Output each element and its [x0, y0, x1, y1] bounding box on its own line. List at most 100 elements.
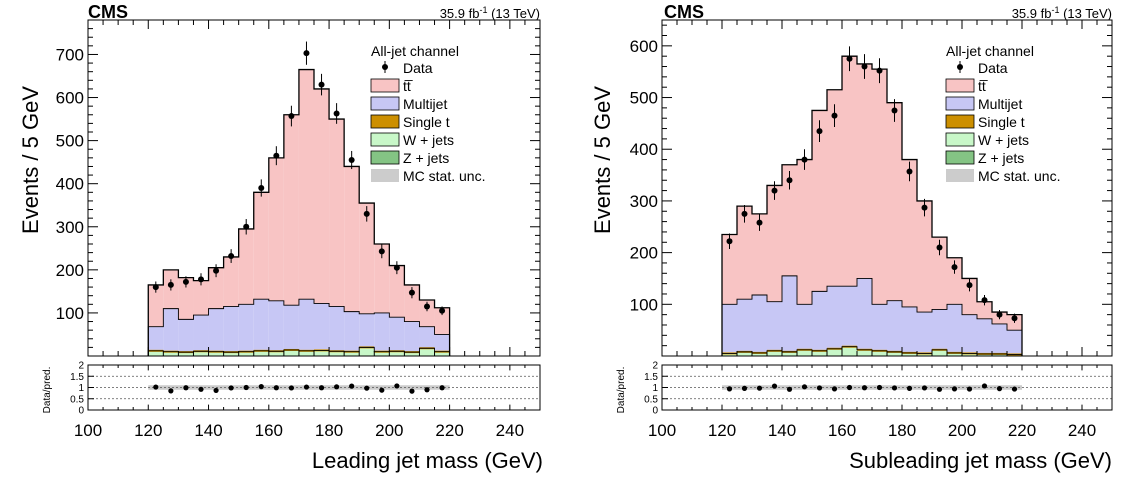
- data-point: [258, 185, 265, 191]
- minor-bkg-bin: [902, 352, 917, 356]
- ratio-point: [726, 386, 733, 392]
- multijet-bin: [238, 304, 254, 352]
- ratio-point: [906, 385, 913, 391]
- ttbar-bin: [193, 280, 209, 316]
- legend-single-t: Single t: [370, 114, 450, 130]
- x-tick-label: 240: [1068, 421, 1096, 440]
- legend-label: W + jets: [978, 132, 1029, 148]
- legend-swatch: [945, 96, 975, 111]
- ratio-y-tick-label: 0.5: [644, 394, 658, 405]
- ratio-point: [846, 384, 853, 391]
- data-point: [981, 297, 988, 304]
- ratio-point: [198, 386, 204, 392]
- multijet-bin: [1007, 330, 1022, 355]
- ratio-point: [921, 385, 928, 391]
- legend-mc-stat-unc: MC stat. unc.: [946, 168, 1060, 184]
- x-tick-label: 140: [194, 421, 222, 440]
- ratio-point: [861, 385, 868, 391]
- minor-bkg-bin: [359, 347, 375, 356]
- minor-bkg-bin: [722, 353, 737, 356]
- data-point: [861, 63, 868, 70]
- ratio-point: [213, 387, 219, 394]
- multijet-bin: [374, 312, 390, 352]
- multijet-bin: [163, 308, 179, 352]
- ttbar-bin: [947, 257, 962, 305]
- ttbar-bin: [148, 284, 164, 327]
- y-tick-label: 200: [630, 244, 658, 263]
- legend-label: tt̅: [403, 78, 414, 94]
- minor-bkg-bin: [404, 352, 420, 356]
- data-point: [303, 50, 310, 57]
- ratio-point: [891, 385, 898, 391]
- legend-swatch: [945, 132, 975, 147]
- x-tick-label: 180: [315, 421, 343, 440]
- minor-bkg-bin: [872, 350, 887, 356]
- ratio-y-tick-label: 2: [652, 361, 658, 372]
- ratio-point: [424, 387, 430, 393]
- data-point: [167, 281, 174, 288]
- panel-leading-jet-mass: CMS 35.9 fb-1 (13 TeV) Events / 5 GeV Da…: [18, 2, 543, 473]
- ttbar-bin: [737, 206, 752, 300]
- ratio-point: [741, 385, 748, 391]
- legend-ttbar: tt̅: [945, 78, 989, 94]
- data-point: [424, 303, 430, 310]
- legend-title: All-jet channel: [371, 43, 459, 59]
- x-tick-label: 240: [496, 421, 524, 440]
- minor-bkg-bin: [148, 350, 164, 356]
- data-point: [846, 55, 853, 62]
- data-point: [273, 152, 280, 159]
- legend-single-t: Single t: [945, 114, 1025, 130]
- data-point: [906, 168, 913, 175]
- legend-swatch: [370, 96, 400, 111]
- legend-mc-stat-unc: MC stat. unc.: [371, 168, 485, 184]
- ttbar-bin: [782, 164, 797, 276]
- minor-bkg-bin: [917, 353, 932, 356]
- y-tick-label: 400: [56, 175, 84, 194]
- y-axis-title: Events / 5 GeV: [18, 86, 43, 234]
- legend-label: tt̅: [978, 78, 989, 94]
- y-tick-label: 200: [56, 261, 84, 280]
- multijet-bin: [148, 326, 164, 351]
- legend-swatch: [370, 114, 400, 129]
- y-tick-label: 100: [630, 295, 658, 314]
- ratio-y-tick-label: 1: [78, 383, 84, 394]
- multijet-bin: [977, 318, 992, 354]
- ratio-axis-title: Data/pred.: [42, 367, 53, 414]
- ratio-point: [831, 386, 838, 392]
- data-point: [726, 238, 733, 245]
- ratio-y-tick-label: 0.5: [70, 394, 84, 405]
- multijet-bin: [344, 311, 360, 352]
- multijet-bin: [752, 295, 767, 353]
- multijet-bin: [389, 317, 405, 352]
- data-point: [921, 204, 928, 211]
- data-point: [816, 128, 823, 135]
- data-point: [439, 307, 446, 314]
- minor-bkg-bin: [329, 351, 345, 356]
- minor-bkg-bin: [268, 351, 284, 356]
- ratio-point: [303, 384, 310, 390]
- data-point: [243, 223, 250, 230]
- legend-label: Z + jets: [978, 150, 1024, 166]
- multijet-outline: [147, 298, 451, 356]
- ratio-point: [258, 384, 264, 390]
- multijet-bin: [827, 286, 842, 349]
- x-axis-title: Leading jet mass (GeV): [312, 448, 543, 473]
- data-point: [876, 67, 883, 74]
- ratio-y-tick-label: 1.5: [644, 372, 658, 383]
- x-tick-label: 160: [828, 421, 856, 440]
- minor-bkg-bin: [947, 352, 962, 356]
- y-tick-label: 300: [630, 192, 658, 211]
- data-point: [771, 187, 778, 194]
- data-point: [831, 112, 838, 119]
- ttbar-bin: [344, 166, 360, 312]
- ratio-y-tick-label: 0: [652, 406, 658, 417]
- y-tick-label: 500: [630, 89, 658, 108]
- legend-swatch: [945, 114, 975, 129]
- minor-bkg-bin: [344, 351, 360, 356]
- minor-bkg-bin: [992, 353, 1007, 356]
- ratio-point: [756, 385, 763, 391]
- cms-label: CMS: [664, 2, 704, 22]
- minor-bkg-bin: [857, 349, 872, 356]
- ttbar-bin: [857, 63, 872, 279]
- legend-swatch: [370, 132, 400, 147]
